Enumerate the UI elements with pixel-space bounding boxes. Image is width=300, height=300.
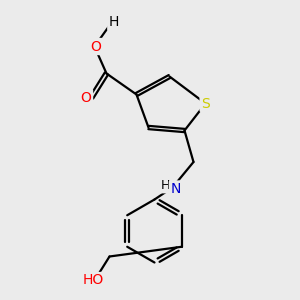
Text: S: S bbox=[201, 97, 210, 110]
Text: N: N bbox=[170, 182, 181, 196]
Text: O: O bbox=[81, 91, 92, 104]
Text: H: H bbox=[109, 16, 119, 29]
Text: O: O bbox=[91, 40, 101, 53]
Text: H: H bbox=[161, 179, 171, 192]
Text: HO: HO bbox=[82, 274, 103, 287]
